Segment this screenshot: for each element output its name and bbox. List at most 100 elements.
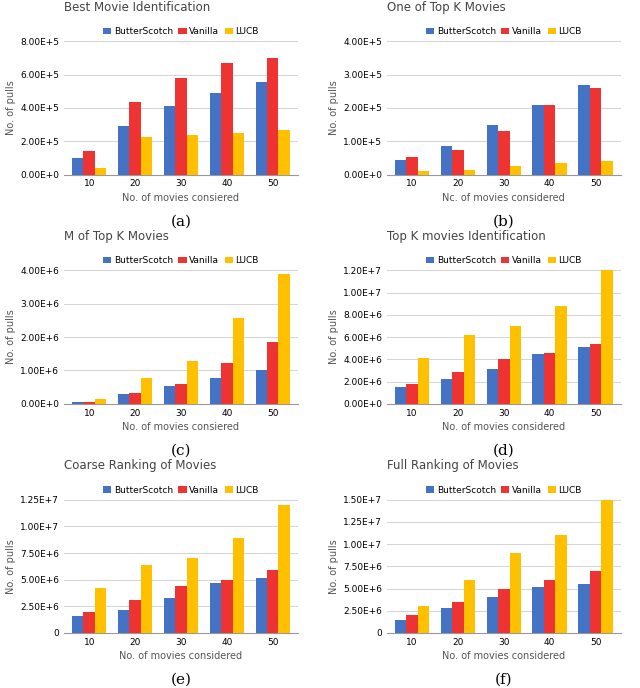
Bar [210,583,221,633]
Bar [509,166,521,175]
Text: One of Top K Movies: One of Top K Movies [387,1,506,14]
Bar [498,588,509,633]
Bar [267,570,278,633]
Legend: ButterScotch, Vanilla, LUCB: ButterScotch, Vanilla, LUCB [426,486,582,495]
Bar [278,274,290,404]
Bar [221,580,232,633]
X-axis label: No. of movies consiered: No. of movies consiered [122,422,239,432]
Bar [255,369,267,404]
Bar [210,93,221,175]
Text: M of Top K Movies: M of Top K Movies [64,230,169,243]
Text: (e): (e) [170,673,191,687]
Bar [532,587,544,633]
Bar [418,171,429,175]
Bar [486,597,498,633]
Bar [118,610,129,633]
Bar [95,399,106,404]
Y-axis label: No. of pulls: No. of pulls [329,539,339,594]
Bar [129,600,141,633]
Bar [544,353,556,404]
Bar [579,85,590,175]
Bar [187,559,198,633]
Bar [83,151,95,175]
Bar [441,147,452,175]
Bar [72,616,83,633]
Bar [406,615,418,633]
Bar [509,326,521,404]
Bar [278,505,290,633]
Y-axis label: No. of pulls: No. of pulls [329,310,339,365]
Bar [452,149,464,175]
Bar [95,168,106,175]
Bar [267,58,278,175]
Text: (a): (a) [170,215,191,228]
Text: Best Movie Identification: Best Movie Identification [64,1,211,14]
Bar [221,63,232,175]
Bar [267,343,278,404]
Text: Coarse Ranking of Movies: Coarse Ranking of Movies [64,459,216,472]
Bar [579,584,590,633]
Bar [118,126,129,175]
X-axis label: No. of movies considered: No. of movies considered [120,651,243,661]
Bar [129,393,141,404]
Legend: ButterScotch, Vanilla, LUCB: ButterScotch, Vanilla, LUCB [426,257,582,266]
Bar [395,620,406,633]
Bar [590,344,602,404]
Bar [590,88,602,175]
Y-axis label: No. of pulls: No. of pulls [6,539,16,594]
Bar [255,577,267,633]
Bar [278,131,290,175]
Bar [95,588,106,633]
Text: (d): (d) [493,444,515,458]
Bar [175,586,187,633]
Bar [486,125,498,175]
Bar [187,361,198,404]
Bar [255,82,267,175]
X-axis label: No. of movies considered: No. of movies considered [442,422,565,432]
Bar [418,358,429,404]
X-axis label: No. of movies considered: No. of movies considered [442,651,565,661]
Legend: ButterScotch, Vanilla, LUCB: ButterScotch, Vanilla, LUCB [426,27,582,36]
Bar [395,387,406,404]
Bar [141,565,152,633]
Y-axis label: No. of pulls: No. of pulls [6,310,16,365]
Bar [486,369,498,404]
Bar [210,378,221,404]
Bar [72,158,83,175]
Bar [418,606,429,633]
Legend: ButterScotch, Vanilla, LUCB: ButterScotch, Vanilla, LUCB [103,486,259,495]
Bar [602,270,612,404]
Bar [498,359,509,404]
Bar [72,402,83,404]
Bar [406,384,418,404]
Bar [464,169,475,175]
Bar [232,133,244,175]
Bar [579,347,590,404]
Bar [556,306,567,404]
X-axis label: No. of movies consiered: No. of movies consiered [122,193,239,202]
Text: Top K movies Identification: Top K movies Identification [387,230,546,243]
Bar [556,163,567,175]
Y-axis label: No. of pulls: No. of pulls [329,80,339,136]
Bar [452,602,464,633]
Text: Full Ranking of Movies: Full Ranking of Movies [387,459,518,472]
Bar [532,105,544,175]
Legend: ButterScotch, Vanilla, LUCB: ButterScotch, Vanilla, LUCB [103,257,259,266]
Bar [602,499,612,633]
Bar [232,538,244,633]
Bar [532,354,544,404]
Bar [544,105,556,175]
Bar [441,379,452,404]
Bar [441,608,452,633]
Bar [83,612,95,633]
Bar [164,387,175,404]
Bar [544,580,556,633]
Bar [175,78,187,175]
Legend: ButterScotch, Vanilla, LUCB: ButterScotch, Vanilla, LUCB [103,27,259,36]
Bar [498,131,509,175]
Bar [164,598,175,633]
Bar [175,384,187,404]
Bar [464,335,475,404]
X-axis label: Nc. of movies considered: Nc. of movies considered [442,193,565,202]
Text: (b): (b) [493,215,515,228]
